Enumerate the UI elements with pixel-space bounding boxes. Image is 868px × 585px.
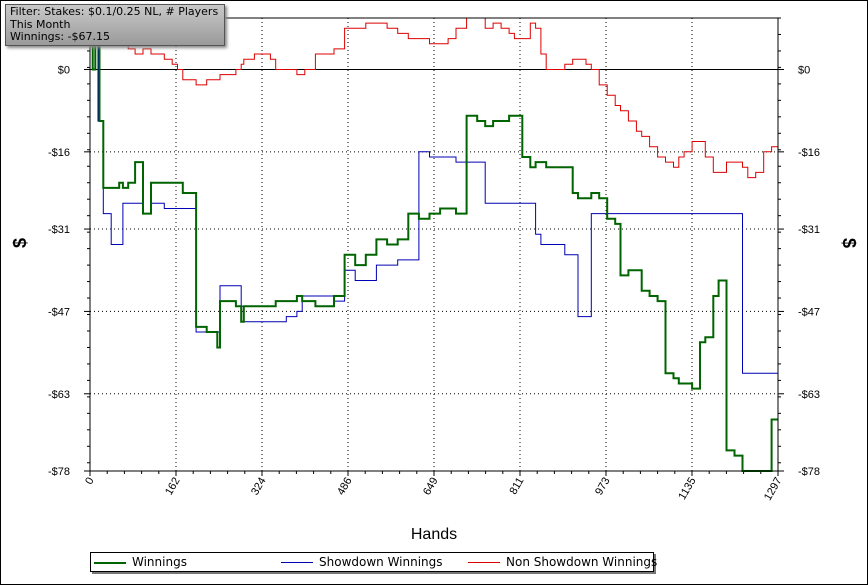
winnings-line [90,27,778,472]
legend-item-winnings: Winnings [94,554,187,570]
grid [90,18,778,471]
y-tick-label-right: -$16 [798,147,820,159]
legend-swatch-non-showdown [468,562,500,563]
legend-item-showdown: Showdown Winnings [281,554,443,570]
x-axis-label: Hands [411,526,457,543]
x-tick-label: 811 [507,476,526,497]
x-tick-label: 162 [163,476,183,498]
y-tick-label-left: -$63 [48,389,70,401]
legend-label-winnings: Winnings [132,555,187,569]
legend-label-non-showdown: Non Showdown Winnings [506,555,658,569]
y-axis-label-right: $ [839,238,859,248]
y-tick-label-left: -$47 [48,306,70,318]
legend-swatch-showdown [281,562,313,563]
series-lines [90,17,779,472]
y-tick-label-right: -$47 [798,306,820,318]
legend-label-showdown: Showdown Winnings [319,555,443,569]
x-tick-label: 1135 [676,476,698,502]
filter-info-box: Filter: Stakes: $0.1/0.25 NL, # Players … [5,4,225,46]
y-tick-label-right: -$78 [798,466,820,478]
legend: Winnings Showdown Winnings Non Showdown … [90,552,657,572]
y-tick-label-left: $0 [58,64,70,76]
filter-period: This Month [10,18,71,31]
y-tick-label-left: -$78 [48,466,70,478]
x-tick-label: 486 [335,476,355,498]
y-axis-label-left: $ [10,238,30,248]
y-tick-label-left: -$16 [48,147,70,159]
y-tick-label-right: -$63 [798,389,820,401]
legend-item-non-showdown: Non Showdown Winnings [468,554,657,570]
x-tick-label: 324 [249,476,269,498]
y-tick-label-left: -$31 [48,224,70,236]
filter-line: Filter: Stakes: $0.1/0.25 NL, # Players [10,6,219,18]
x-tick-label: 0 [83,476,96,487]
plot-area-border [89,17,779,472]
y-tick-label-right: $0 [798,64,810,76]
legend-swatch-winnings [94,561,126,564]
x-tick-label: 649 [421,476,441,498]
filter-winnings: Winnings: -$67.15 [10,31,111,43]
y-tick-label-right: -$31 [798,224,820,236]
x-tick-label: 1297 [762,476,785,503]
showdown-winnings-line [90,27,778,374]
x-tick-label: 973 [593,476,613,498]
